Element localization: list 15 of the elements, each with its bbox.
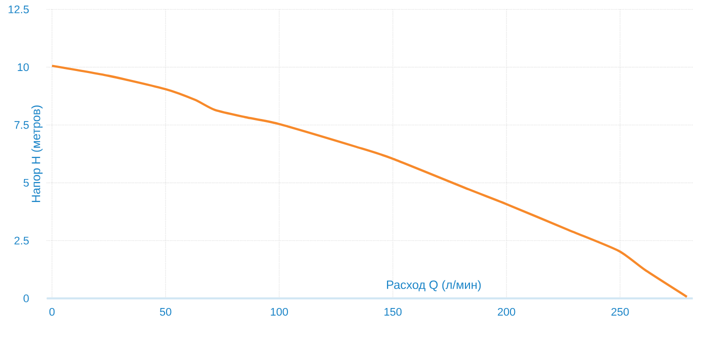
x-tick-label: 100 (270, 308, 288, 316)
y-tick-label: 10 (18, 63, 29, 72)
x-tick-label: 250 (611, 308, 629, 316)
y-axis-title: Напор H (метров) (31, 106, 43, 202)
y-tick-label: 5 (24, 178, 29, 187)
x-tick-label: 150 (384, 308, 402, 316)
x-tick-label: 200 (498, 308, 516, 316)
y-tick-label: 0 (24, 294, 29, 302)
line-series (50, 64, 688, 298)
y-tick-label: 7.5 (14, 121, 29, 129)
y-tick-label: 2.5 (14, 236, 29, 244)
x-axis-title: Расход Q (л/мин) (386, 280, 481, 292)
x-tick-label: 50 (160, 308, 172, 316)
y-tick-label: 12.5 (8, 6, 29, 14)
x-tick-label: 0 (49, 308, 55, 316)
